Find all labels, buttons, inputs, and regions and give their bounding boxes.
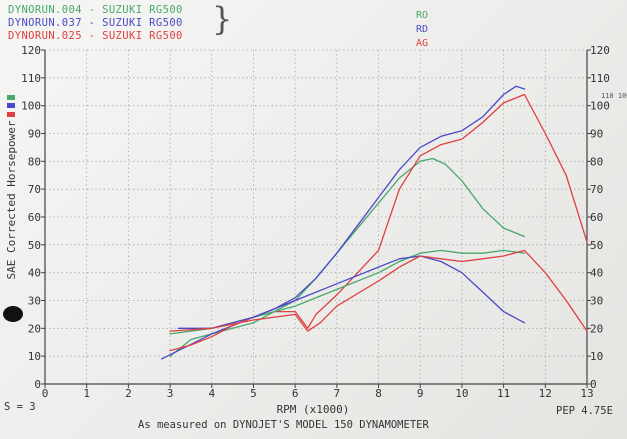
y-tick-label-left: 30 bbox=[28, 295, 41, 308]
legend-entry-run-004: DYNORUN.004 - SUZUKI RG500 bbox=[8, 4, 183, 16]
x-tick-label: 6 bbox=[292, 387, 299, 400]
x-tick-label: 1 bbox=[83, 387, 90, 400]
ink-blot bbox=[3, 306, 23, 322]
chart-axes bbox=[44, 50, 588, 385]
y-tick-label-right: 60 bbox=[590, 211, 603, 224]
x-tick-label: 3 bbox=[167, 387, 174, 400]
y-tick-label-left: 50 bbox=[28, 239, 41, 252]
y-tick-label-left: 90 bbox=[28, 128, 41, 141]
y-tick-label-left: 60 bbox=[28, 211, 41, 224]
y-tick-label-left: 100 bbox=[21, 100, 41, 113]
y-tick-label-left: 110 bbox=[21, 72, 41, 85]
x-tick-label: 13 bbox=[580, 387, 593, 400]
y-tick-label-right: 40 bbox=[590, 267, 603, 280]
y-tick-label-right: 120 bbox=[590, 44, 610, 57]
y-tick-label-left: 80 bbox=[28, 155, 41, 168]
x-tick-label: 5 bbox=[250, 387, 257, 400]
x-tick-label: 10 bbox=[455, 387, 468, 400]
x-tick-label: 7 bbox=[334, 387, 341, 400]
run-tag-ag: AG bbox=[416, 38, 429, 49]
x-tick-label: 4 bbox=[208, 387, 215, 400]
y-tick-label-left: 10 bbox=[28, 350, 41, 363]
x-tick-label: 9 bbox=[417, 387, 424, 400]
x-tick-label: 11 bbox=[497, 387, 510, 400]
legend-swatch-blue bbox=[7, 103, 15, 108]
legend-entry-run-037: DYNORUN.037 - SUZUKI RG500 bbox=[8, 17, 183, 29]
chart-ticks: 0 1 2 3 4 5 6 7 8 9 10 11 12 130102030405060708090100… bbox=[21, 44, 610, 400]
y-tick-label-right: 70 bbox=[590, 183, 603, 196]
y-tick-label-left: 120 bbox=[21, 44, 41, 57]
series-line-power bbox=[169, 93, 588, 352]
run-tag-ro: RO bbox=[416, 10, 429, 21]
measurement-note: As measured on DYNOJET'S MODEL 150 DYNAM… bbox=[138, 419, 429, 431]
y-tick-label-left: 70 bbox=[28, 183, 41, 196]
run-tag-rd: RD bbox=[416, 24, 429, 35]
y-tick-label-right: 30 bbox=[590, 295, 603, 308]
x-axis-label: RPM (x1000) bbox=[277, 403, 350, 416]
y-tick-label-left: 40 bbox=[28, 267, 41, 280]
legend-swatch-red bbox=[7, 112, 15, 117]
y-tick-label-right: 20 bbox=[590, 322, 603, 335]
y-tick-label-right: 10 bbox=[590, 350, 603, 363]
right-axis-note: 110 100 bbox=[601, 92, 627, 100]
y-tick-label-right: 50 bbox=[590, 239, 603, 252]
series-line-torque bbox=[177, 255, 526, 329]
y-tick-label-right: 100 bbox=[590, 100, 610, 113]
legend-swatch-green bbox=[7, 95, 15, 100]
smoothing-label: S = 3 bbox=[4, 401, 36, 413]
series-line-torque bbox=[169, 249, 526, 335]
chart-grid bbox=[44, 49, 588, 385]
y-axis-label: SAE Corrected Horsepower bbox=[5, 120, 18, 279]
legend-brace: } bbox=[212, 0, 233, 38]
x-tick-label: 2 bbox=[125, 387, 132, 400]
y-tick-label-left: 0 bbox=[34, 378, 41, 391]
series-line-power bbox=[169, 157, 526, 357]
x-tick-label: 12 bbox=[539, 387, 552, 400]
series-line-torque bbox=[169, 249, 588, 332]
series-line-power bbox=[161, 85, 526, 360]
chart-series bbox=[161, 85, 588, 360]
y-tick-label-right: 0 bbox=[590, 378, 597, 391]
x-tick-label: 0 bbox=[42, 387, 49, 400]
pep-label: PEP 4.75E bbox=[556, 405, 613, 417]
y-tick-label-left: 20 bbox=[28, 322, 41, 335]
y-tick-label-right: 80 bbox=[590, 155, 603, 168]
y-tick-label-right: 90 bbox=[590, 128, 603, 141]
legend-entry-run-025: DYNORUN.025 - SUZUKI RG500 bbox=[8, 30, 183, 42]
y-tick-label-right: 110 bbox=[590, 72, 610, 85]
x-tick-label: 8 bbox=[375, 387, 382, 400]
